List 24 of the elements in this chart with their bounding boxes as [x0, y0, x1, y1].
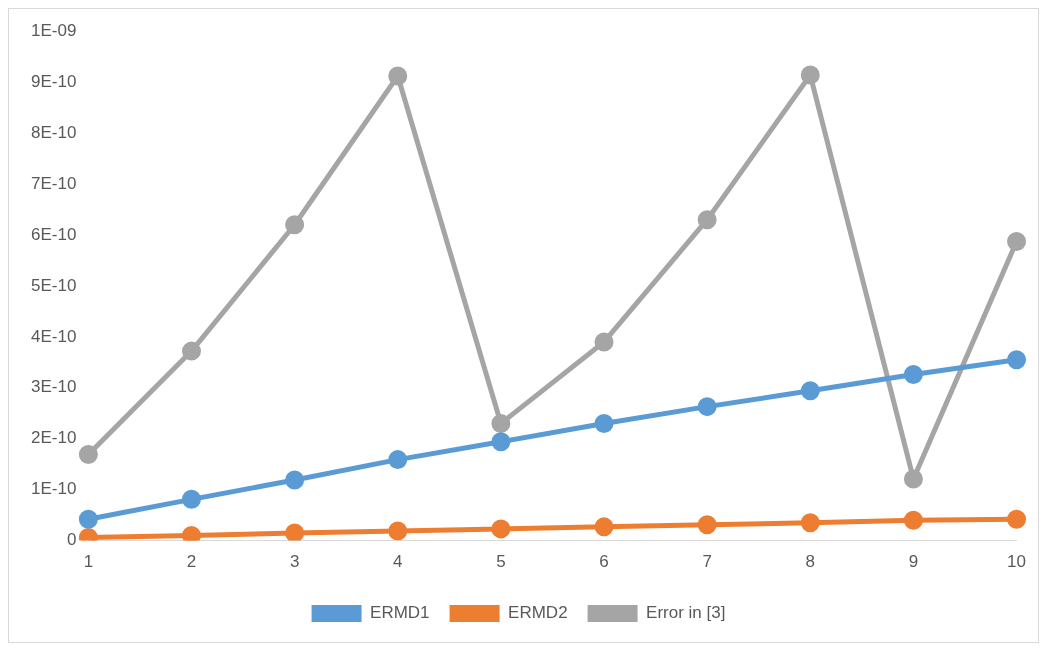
y-tick-label: 4E-10 [30, 326, 77, 346]
y-tick-label: 7E-10 [30, 173, 77, 193]
x-tick-label: 2 [186, 552, 197, 572]
y-tick-label: 1E-09 [30, 20, 77, 40]
x-tick-label: 10 [1007, 552, 1027, 572]
x-tick-label: 1 [83, 552, 94, 572]
x-tick-label: 5 [496, 552, 506, 572]
y-tick-label: 5E-10 [30, 275, 77, 295]
x-tick-label: 9 [908, 552, 919, 572]
y-tick-label: 9E-10 [30, 71, 77, 91]
y-tick-label: 3E-10 [30, 377, 77, 397]
legend-label: ERMD1 [370, 603, 430, 623]
y-tick-label: 1E-10 [30, 479, 77, 499]
y-tick-label: 8E-10 [30, 122, 77, 142]
x-tick-label: 3 [289, 552, 300, 572]
y-tick-label: 0 [66, 530, 77, 550]
x-tick-label: 4 [393, 552, 403, 572]
x-tick-label: 6 [599, 552, 609, 572]
legend-label: ERMD2 [508, 603, 568, 623]
y-tick-label: 6E-10 [30, 224, 77, 244]
y-tick-label: 2E-10 [30, 428, 77, 448]
x-tick-label: 7 [702, 552, 712, 572]
x-tick-label: 8 [805, 552, 816, 572]
legend-label: Error in [3] [646, 603, 726, 623]
